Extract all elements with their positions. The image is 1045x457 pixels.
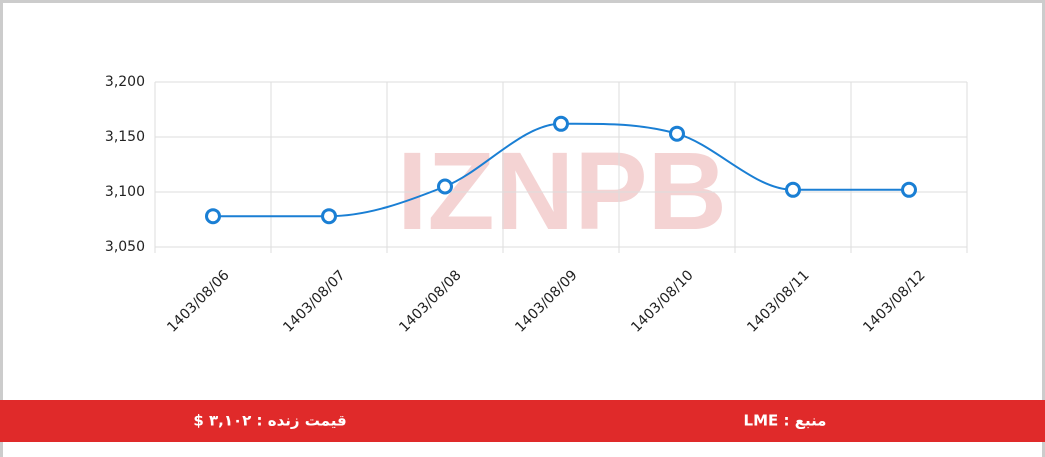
point	[205, 208, 221, 225]
point	[669, 125, 685, 142]
point	[321, 208, 337, 225]
live-price: قیمت زنده : ۳,۱۰۲ $	[193, 412, 346, 430]
y-tick-label: 3,150	[105, 129, 145, 145]
y-tick-label: 3,100	[105, 184, 145, 200]
point	[437, 178, 453, 195]
source: منبع : LME	[744, 412, 827, 430]
footer-band	[0, 400, 1045, 442]
point	[553, 115, 569, 132]
point	[901, 181, 917, 198]
point	[785, 181, 801, 198]
y-tick-label: 3,200	[105, 74, 145, 90]
y-tick-label: 3,050	[105, 239, 145, 255]
